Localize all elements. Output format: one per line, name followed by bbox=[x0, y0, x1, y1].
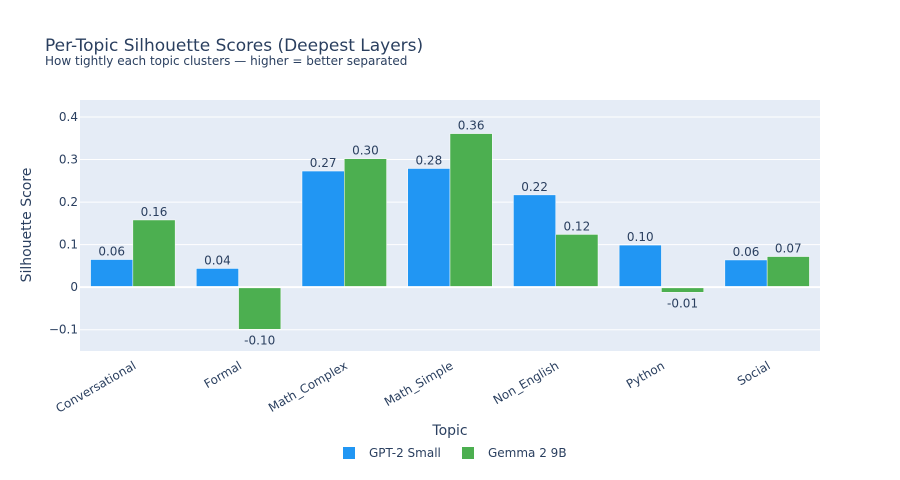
y-tick-label: 0.1 bbox=[59, 238, 78, 252]
bar-value-label: 0.27 bbox=[310, 156, 337, 170]
chart-title: Per-Topic Silhouette Scores (Deepest Lay… bbox=[45, 36, 423, 56]
bar-value-label: 0.28 bbox=[415, 153, 442, 167]
bar-value-label: 0.07 bbox=[775, 242, 802, 256]
bar-value-label: -0.10 bbox=[244, 333, 275, 347]
legend-item[interactable]: GPT-2 Small bbox=[343, 446, 441, 460]
y-tick-label: −0.1 bbox=[49, 323, 78, 337]
y-tick-label: 0.4 bbox=[59, 110, 78, 124]
bar-value-label: 0.12 bbox=[563, 219, 590, 233]
bar-value-label: 0.36 bbox=[458, 119, 485, 133]
bar[interactable] bbox=[724, 259, 768, 288]
bar[interactable] bbox=[90, 259, 134, 288]
legend-label: Gemma 2 9B bbox=[488, 446, 567, 460]
x-tick-label: Python bbox=[624, 358, 667, 391]
chart-subtitle: How tightly each topic clusters — higher… bbox=[45, 54, 407, 68]
legend-item[interactable]: Gemma 2 9B bbox=[462, 446, 567, 460]
x-tick-label: Math_Simple bbox=[382, 358, 456, 409]
y-tick-label: 0 bbox=[70, 280, 78, 294]
bar[interactable] bbox=[196, 268, 239, 288]
x-axis-ticks: Conversational Formal Math_Complex Math_Sim… bbox=[53, 358, 772, 415]
x-tick-label: Formal bbox=[202, 358, 244, 391]
bar-value-label: 0.30 bbox=[352, 144, 379, 158]
bar-value-label: 0.04 bbox=[204, 253, 231, 267]
bar[interactable] bbox=[132, 219, 176, 288]
bar[interactable] bbox=[618, 244, 662, 288]
y-axis-ticks: −0.1 0 0.1 0.2 0.3 0.4 bbox=[49, 110, 78, 337]
bar[interactable] bbox=[449, 133, 493, 288]
legend-label: GPT-2 Small bbox=[369, 446, 441, 460]
bars bbox=[90, 133, 810, 330]
bar-value-label: 0.16 bbox=[141, 205, 168, 219]
bar-value-label: 0.22 bbox=[521, 180, 548, 194]
x-tick-label: Math_Complex bbox=[266, 358, 350, 414]
y-tick-label: 0.3 bbox=[59, 153, 78, 167]
x-axis-title: Topic bbox=[431, 423, 467, 439]
bar[interactable] bbox=[301, 170, 345, 288]
bar-value-label: 0.10 bbox=[627, 230, 654, 244]
x-tick-label: Conversational bbox=[53, 358, 138, 415]
x-tick-label: Non_English bbox=[491, 358, 561, 407]
legend-swatch bbox=[462, 447, 474, 459]
bar-value-label: -0.01 bbox=[667, 296, 698, 310]
y-tick-label: 0.2 bbox=[59, 195, 78, 209]
bar[interactable] bbox=[766, 256, 810, 288]
bar-labels: 0.06 0.04 0.27 0.28 0.22 0.10 0.06 0.16 -0.10 0.3… bbox=[98, 119, 801, 348]
bar[interactable] bbox=[513, 194, 556, 288]
x-tick-label: Social bbox=[735, 358, 773, 388]
bar[interactable] bbox=[344, 158, 387, 288]
legend-swatch bbox=[343, 447, 355, 459]
bar[interactable] bbox=[407, 168, 451, 288]
bar[interactable] bbox=[238, 286, 282, 330]
y-axis-title: Silhouette Score bbox=[19, 168, 35, 283]
bar-value-label: 0.06 bbox=[733, 245, 760, 259]
legend[interactable]: GPT-2 Small Gemma 2 9B bbox=[343, 446, 567, 460]
bar[interactable] bbox=[555, 234, 599, 288]
bar-value-label: 0.06 bbox=[98, 245, 125, 259]
